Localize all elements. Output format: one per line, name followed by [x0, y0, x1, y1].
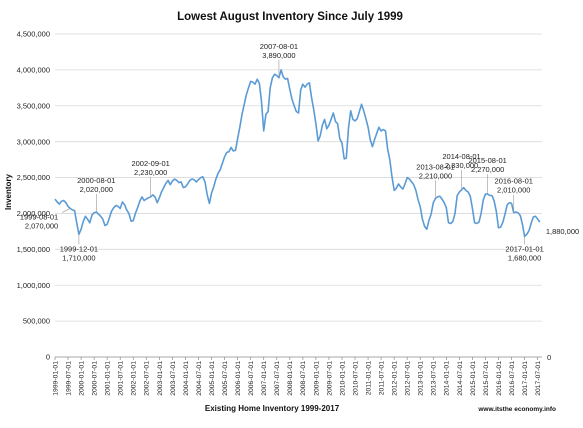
annotation-value: 2,070,000	[25, 221, 58, 230]
annotation-value: 1,680,000	[508, 253, 541, 262]
y-tick-label: 4,000,000	[17, 65, 50, 74]
x-tick-label: 2016-07-01	[509, 361, 516, 396]
x-tick-label: 2008-01-01	[287, 361, 294, 396]
annotation-date: 2002-09-01	[131, 159, 169, 168]
x-tick-label: 2007-01-01	[261, 361, 268, 396]
annotation-value: 2,270,000	[471, 165, 504, 174]
y-tick-label: 500,000	[23, 317, 50, 326]
annotation-date: 2014-08-01	[442, 152, 480, 161]
end-value-label: 1,880,000	[546, 227, 579, 236]
x-tick-label: 1999-01-01	[52, 361, 59, 396]
x-axis: 1999-01-01 1999-07-01 2000-01-01 2000-07-01…	[52, 357, 542, 396]
x-tick-label: 2005-01-01	[209, 361, 216, 396]
annotation-value: 2,210,000	[419, 171, 452, 180]
x-tick-label: 2009-01-01	[313, 361, 320, 396]
x-tick-label: 2010-01-01	[339, 361, 346, 396]
x-tick-label: 2014-07-01	[457, 361, 464, 396]
right-axis-zero-label: 0	[547, 353, 551, 362]
annotation-date: 2013-08-01	[416, 162, 454, 171]
x-tick-label: 2012-01-01	[392, 361, 399, 396]
x-tick-label: 1999-07-01	[65, 361, 72, 396]
annotation-value: 2,020,000	[80, 185, 113, 194]
annotation-leader	[62, 208, 71, 213]
x-tick-label: 2003-01-01	[157, 361, 164, 396]
x-axis-title: Existing Home Inventory 1999-2017	[205, 404, 340, 413]
y-tick-label: 3,500,000	[17, 101, 50, 110]
x-tick-label: 2009-07-01	[326, 361, 333, 396]
x-tick-label: 2011-07-01	[379, 361, 386, 395]
x-tick-label: 2000-01-01	[78, 361, 85, 396]
x-tick-label: 2017-01-01	[522, 361, 529, 396]
x-tick-label: 2006-07-01	[248, 361, 255, 396]
x-tick-label: 2005-07-01	[222, 361, 229, 396]
y-tick-label: 2,500,000	[17, 173, 50, 182]
annotation-date: 2000-08-01	[77, 176, 115, 185]
y-tick-label: 1,000,000	[17, 281, 50, 290]
x-tick-label: 2006-01-01	[235, 361, 242, 396]
annotation-date: 1999-12-01	[60, 244, 98, 253]
x-tick-label: 2017-07-01	[535, 361, 542, 396]
x-tick-label: 2004-01-01	[183, 361, 190, 396]
y-tick-label: 2,000,000	[17, 209, 50, 218]
x-tick-label: 2013-07-01	[431, 361, 438, 396]
x-tick-label: 2001-07-01	[118, 361, 125, 396]
x-tick-label: 2007-07-01	[274, 361, 281, 396]
annotation-date: 2007-08-01	[260, 42, 298, 51]
x-tick-label: 2015-07-01	[483, 361, 490, 396]
x-tick-label: 2004-07-01	[196, 361, 203, 396]
x-tick-label: 2016-01-01	[496, 361, 503, 396]
annotation-date: 1999-08-01	[20, 212, 58, 221]
gridlines	[55, 33, 542, 358]
annotation-value: 2,230,000	[134, 168, 167, 177]
y-axis-ticks: 0 500,000 1,000,000 1,500,000 2,000,000 2,500…	[17, 30, 50, 362]
source-credit: www.itsthe economy.info	[477, 406, 556, 413]
annotation-date: 2017-01-01	[505, 244, 543, 253]
x-tick-label: 2010-07-01	[352, 361, 359, 396]
x-tick-label: 2014-01-01	[444, 361, 451, 396]
x-tick-label: 2015-01-01	[470, 361, 477, 396]
chart-title: Lowest August Inventory Since July 1999	[177, 11, 403, 23]
annotation-value: 1,710,000	[62, 253, 95, 262]
y-tick-label: 1,500,000	[17, 245, 50, 254]
x-tick-label: 2003-07-01	[170, 361, 177, 396]
series-line	[54, 69, 541, 238]
y-axis-title: Inventory	[4, 173, 13, 210]
annotations: 2007-08-013,890,000 2002-09-012,230,000 20…	[20, 42, 579, 263]
annotation-value: 2,330,000	[445, 161, 478, 170]
annotation-value: 2,010,000	[497, 186, 530, 195]
annotation-date: 2015-08-01	[468, 156, 506, 165]
x-tick-label: 2012-07-01	[405, 361, 412, 396]
x-tick-label: 2001-01-01	[105, 361, 112, 396]
x-tick-label: 2002-01-01	[131, 361, 138, 396]
x-tick-label: 2013-01-01	[418, 361, 425, 396]
x-tick-label: 2008-07-01	[300, 361, 307, 396]
x-tick-label: 2011-01-01	[365, 361, 372, 395]
annotation-value: 3,890,000	[262, 51, 295, 60]
series-group	[54, 69, 541, 238]
annotation-date: 2016-08-01	[495, 177, 533, 186]
y-tick-label: 4,500,000	[17, 30, 50, 39]
x-tick-label: 2000-07-01	[92, 361, 99, 396]
y-tick-label: 0	[46, 353, 50, 362]
x-tick-label: 2002-07-01	[144, 361, 151, 396]
y-tick-label: 3,000,000	[17, 137, 50, 146]
